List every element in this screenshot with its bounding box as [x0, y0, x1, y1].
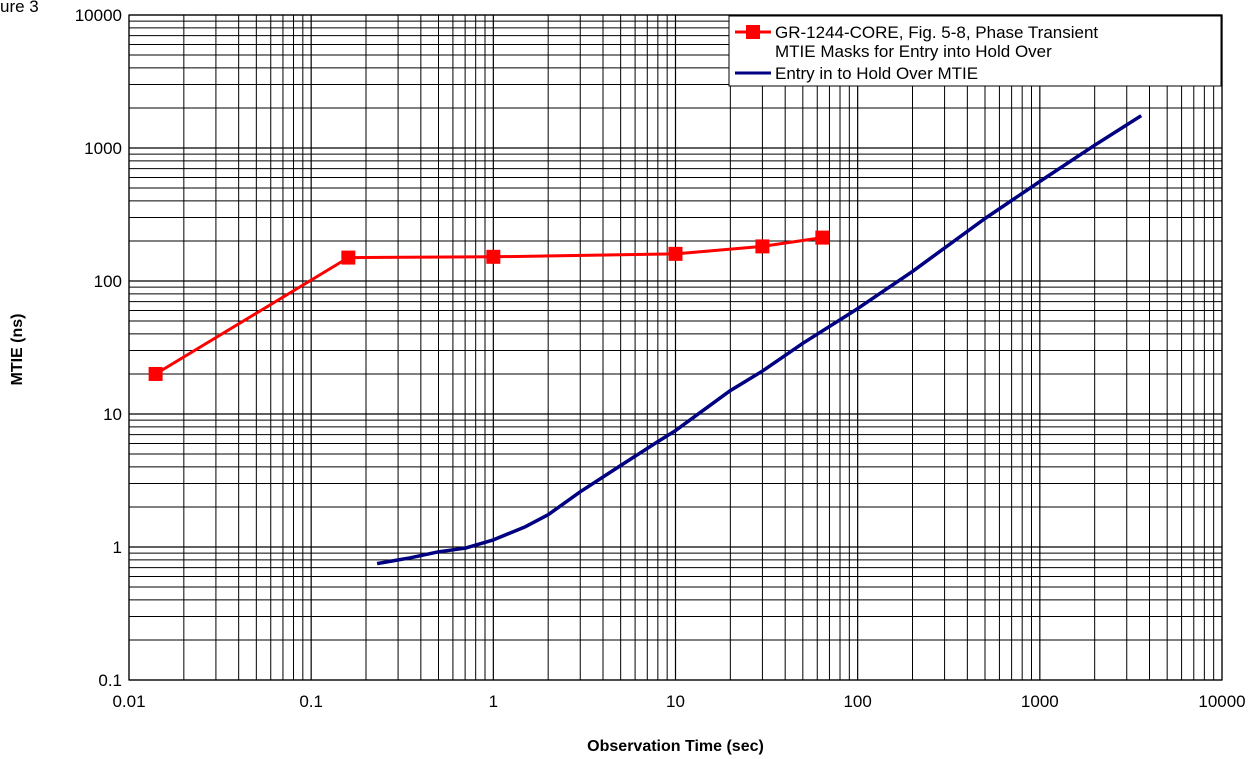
series-2 — [376, 114, 1143, 566]
x-tick-label: 0.01 — [112, 692, 145, 711]
series-1-line — [154, 236, 823, 376]
x-tick-label: 0.1 — [299, 692, 323, 711]
y-tick-label: 1000 — [84, 139, 122, 158]
y-axis-title: MTIE (ns) — [9, 314, 26, 386]
figure-label-fragment: ure 3 — [0, 0, 39, 16]
x-tick-label: 10000 — [1198, 692, 1245, 711]
y-tick-label: 1 — [113, 538, 122, 557]
series-2-line — [376, 114, 1143, 566]
series-1-point — [486, 249, 501, 264]
series-layer — [148, 114, 1143, 566]
y-axis-tick-labels: 0.1 1 10 100 1000 10000 — [75, 6, 122, 690]
series-1 — [148, 230, 830, 381]
y-tick-label: 10 — [103, 405, 122, 424]
legend-marker-1 — [746, 25, 760, 39]
y-tick-label: 10000 — [75, 6, 122, 25]
x-axis-tick-labels: 0.01 0.1 1 10 100 1000 10000 — [112, 692, 1245, 711]
series-1-point — [148, 366, 163, 381]
series-1-point — [668, 246, 683, 261]
x-tick-label: 1 — [489, 692, 498, 711]
y-tick-label: 100 — [94, 272, 122, 291]
x-tick-label: 100 — [843, 692, 871, 711]
y-tick-label: 0.1 — [98, 671, 122, 690]
major-gridlines — [128, 14, 1223, 681]
legend-box — [728, 15, 1222, 87]
x-tick-label: 10 — [666, 692, 685, 711]
legend-label-1: GR-1244-CORE, Fig. 5-8, Phase Transient — [775, 23, 1098, 42]
series-1-point — [815, 230, 830, 245]
series-1-point — [755, 239, 770, 254]
x-axis-title: Observation Time (sec) — [587, 738, 764, 755]
plot-area-frame — [128, 14, 1223, 681]
legend: GR-1244-CORE, Fig. 5-8, Phase TransientM… — [728, 15, 1222, 87]
series-1-point — [341, 250, 356, 265]
legend-label-1: MTIE Masks for Entry into Hold Over — [775, 42, 1052, 61]
x-tick-label: 1000 — [1021, 692, 1059, 711]
legend-label-2: Entry in to Hold Over MTIE — [775, 64, 978, 83]
